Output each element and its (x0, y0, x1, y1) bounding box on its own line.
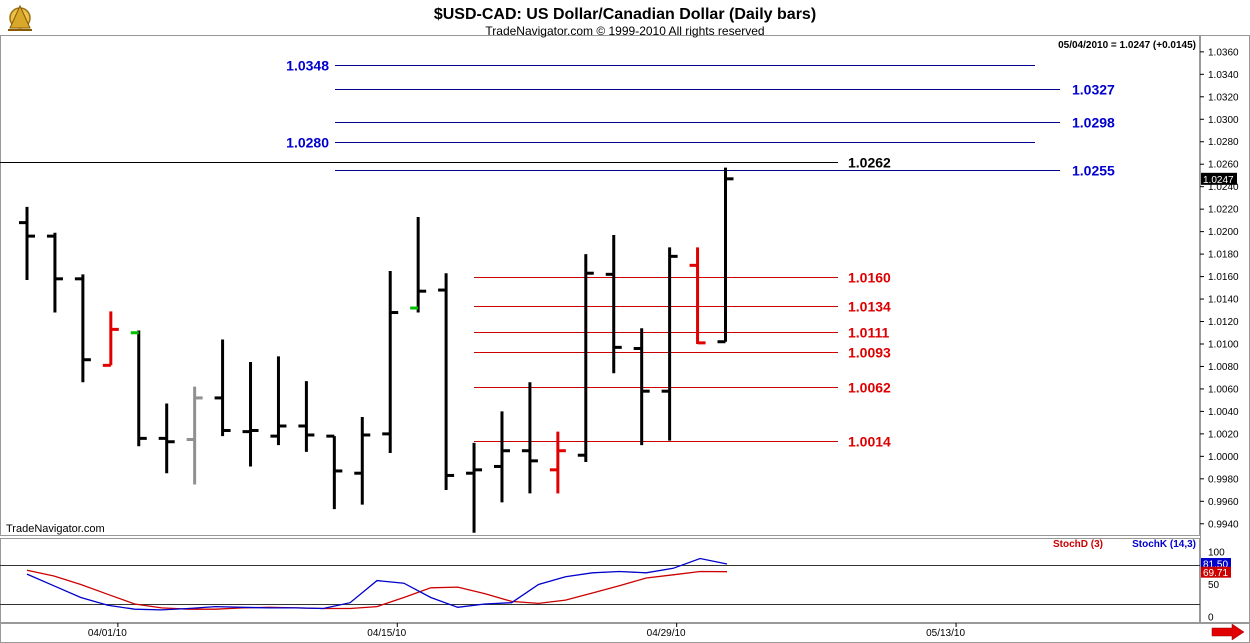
stoch-series-line (26, 557, 728, 611)
price-bar (74, 274, 91, 383)
quote-readout: 05/04/2010 = 1.0247 (+0.0145) (1058, 40, 1196, 51)
stoch-tick-label: 0 (1208, 613, 1214, 624)
price-bars (19, 167, 734, 533)
stoch-tick-label: 100 (1208, 548, 1225, 559)
last-price-label: 1.0247 (1203, 175, 1234, 186)
level-label: 1.0298 (1072, 115, 1115, 131)
price-tick-label: 1.0280 (1208, 137, 1239, 148)
stochK-legend: StochK (14,3) (1132, 539, 1196, 550)
price-bar (549, 431, 566, 494)
copyright-text: TradeNavigator.com © 1999-2010 All right… (485, 24, 764, 38)
price-bar (298, 381, 315, 452)
price-tick-label: 1.0060 (1208, 384, 1239, 395)
price-bar (130, 330, 147, 447)
price-tick-label: 1.0260 (1208, 160, 1239, 171)
stochK-value-label: 81.50 (1203, 560, 1228, 571)
level-label: 1.0160 (848, 270, 891, 286)
scroll-right-arrow-icon[interactable] (1211, 623, 1245, 641)
stochK-value-box (1201, 558, 1231, 570)
stochD-value-label: 69.71 (1203, 568, 1228, 579)
price-tick-label: 1.0300 (1208, 115, 1239, 126)
level-label: 1.0093 (848, 345, 891, 361)
price-bar (19, 206, 35, 280)
price-bar (46, 232, 63, 313)
price-pane (0, 35, 1200, 536)
price-bar (717, 167, 734, 344)
price-bar (214, 339, 231, 437)
last-price-box (1201, 172, 1237, 185)
price-tick-label: 1.0200 (1208, 227, 1239, 238)
time-axis: 04/01/10 04/15/10 04/29/10 05/13/10 (88, 623, 965, 639)
price-bar (661, 247, 678, 441)
price-bar (689, 247, 706, 345)
price-bar (354, 417, 371, 505)
price-axis: 1.0360 1.0340 1.0320 1.0300 1.0280 1.0260 1.02… (1200, 47, 1239, 530)
level-label: 1.0111 (848, 325, 889, 341)
price-bar (633, 328, 650, 446)
price-axis-area (1200, 35, 1250, 623)
price-tick-label: 1.0020 (1208, 429, 1239, 440)
price-bar (326, 434, 343, 510)
price-bar (270, 356, 287, 446)
level-label: 1.0014 (848, 434, 891, 450)
stochD-legend: StochD (3) (1053, 539, 1103, 550)
price-bar (410, 217, 427, 313)
level-label: 1.0062 (848, 380, 891, 396)
price-bar (577, 254, 594, 462)
level-label: 1.0134 (848, 299, 891, 315)
price-tick-label: 1.0180 (1208, 250, 1239, 261)
price-tick-label: 1.0120 (1208, 317, 1239, 328)
level-label: 1.0262 (848, 155, 891, 171)
price-tick-label: 1.0320 (1208, 92, 1239, 103)
levels-layer: 1.0348 1.0327 1.0298 1.0280 1.0262 1.0255 1.01… (0, 58, 1115, 450)
indicator-pane (0, 538, 1200, 623)
price-tick-label: 1.0240 (1208, 182, 1239, 193)
level-label: 1.0348 (286, 58, 329, 74)
price-tick-label: 1.0000 (1208, 452, 1239, 463)
price-tick-label: 1.0360 (1208, 47, 1239, 58)
time-tick-label: 04/29/10 (647, 628, 686, 639)
level-label: 1.0327 (1072, 82, 1115, 98)
chart-title: $USD-CAD: US Dollar/Canadian Dollar (Dai… (434, 6, 816, 23)
price-tick-label: 1.0160 (1208, 272, 1239, 283)
price-bar (242, 361, 259, 467)
price-tick-label: 1.0100 (1208, 339, 1239, 350)
price-tick-label: 0.9960 (1208, 497, 1239, 508)
price-bar (438, 273, 455, 491)
price-bar (158, 403, 175, 474)
price-tick-label: 0.9940 (1208, 519, 1239, 530)
price-tick-label: 1.0080 (1208, 362, 1239, 373)
level-label: 1.0280 (286, 135, 329, 151)
price-bar (382, 270, 399, 453)
stochD-value-box (1201, 566, 1231, 578)
price-bar (186, 386, 203, 485)
price-tick-label: 1.0340 (1208, 70, 1239, 81)
level-label: 1.0255 (1072, 163, 1115, 179)
sextant-logo-icon (8, 4, 32, 31)
time-tick-label: 04/01/10 (88, 628, 127, 639)
time-axis-area (0, 623, 1250, 643)
price-bar (521, 382, 538, 494)
time-tick-label: 04/15/10 (367, 628, 406, 639)
price-bar (466, 442, 483, 533)
stoch-tick-label: 50 (1208, 580, 1220, 591)
stoch-series-line (26, 569, 728, 610)
price-bar (493, 411, 510, 503)
watermark-text: TradeNavigator.com (6, 523, 105, 535)
price-tick-label: 1.0140 (1208, 295, 1239, 306)
price-bar (605, 235, 622, 374)
price-bar (102, 311, 119, 367)
price-tick-label: 0.9980 (1208, 474, 1239, 485)
price-tick-label: 1.0220 (1208, 205, 1239, 216)
price-tick-label: 1.0040 (1208, 407, 1239, 418)
time-tick-label: 05/13/10 (926, 628, 965, 639)
